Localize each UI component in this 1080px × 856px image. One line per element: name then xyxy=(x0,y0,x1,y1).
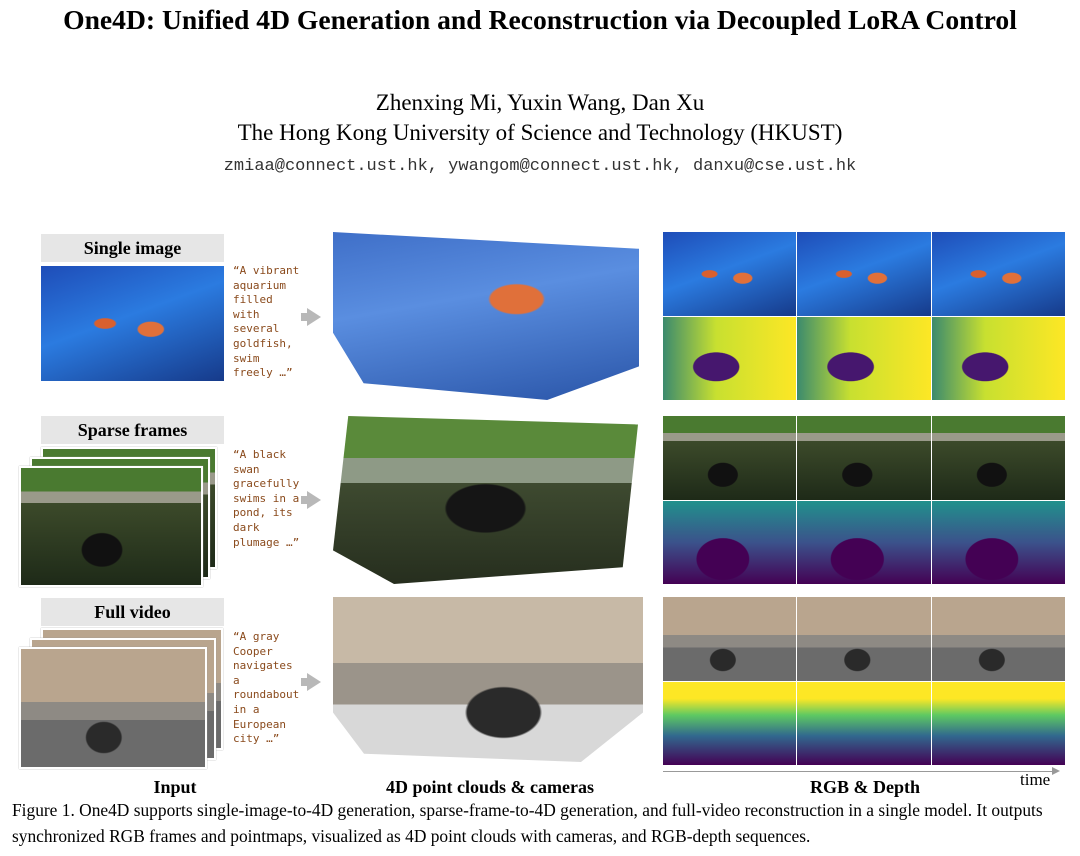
column-label: 4D point clouds & cameras xyxy=(386,777,594,797)
figure-caption: Figure 1. One4D supports single-image-to… xyxy=(12,800,1043,846)
depth-frame xyxy=(797,316,931,400)
affiliation: The Hong Kong University of Science and … xyxy=(237,120,843,145)
rgb-frame xyxy=(931,416,1065,500)
row-label: Single image xyxy=(41,234,224,262)
rgb-depth-grid xyxy=(663,597,1065,765)
rgb-frame xyxy=(797,416,931,500)
rgb-frame xyxy=(663,416,797,500)
point-cloud xyxy=(333,597,643,762)
depth-frame xyxy=(797,681,931,765)
authors: Zhenxing Mi, Yuxin Wang, Dan Xu xyxy=(375,90,705,115)
row-label: Sparse frames xyxy=(41,416,224,444)
rgb-frame xyxy=(663,597,797,681)
arrow xyxy=(307,673,321,691)
arrow xyxy=(307,491,321,509)
column-label: RGB & Depth xyxy=(809,777,920,797)
time-label: time xyxy=(1020,770,1051,789)
paper-title: One4D: Unified 4D Generation and Reconst… xyxy=(63,4,1017,35)
input-image xyxy=(41,266,224,381)
arrow xyxy=(307,308,321,326)
rgb-depth-grid xyxy=(663,416,1065,584)
depth-frame xyxy=(663,316,797,400)
time-axis xyxy=(663,771,1055,772)
point-cloud xyxy=(333,232,639,400)
rgb-frame xyxy=(797,597,931,681)
input-image xyxy=(19,466,203,587)
rgb-frame xyxy=(797,232,931,316)
depth-frame xyxy=(931,500,1065,584)
emails: zmiaa@connect.ust.hk, ywangom@connect.us… xyxy=(223,157,857,176)
depth-frame xyxy=(931,681,1065,765)
prompt: “A black swan gracefully swims in a pond… xyxy=(233,448,300,549)
point-cloud xyxy=(333,416,638,584)
prompt: “A vibrant aquarium filled with several … xyxy=(233,264,300,380)
rgb-depth-grid xyxy=(663,232,1065,400)
arrow xyxy=(301,678,309,686)
depth-frame xyxy=(797,500,931,584)
input-image xyxy=(19,647,207,769)
depth-frame xyxy=(931,316,1065,400)
depth-frame xyxy=(663,681,797,765)
prompt: “A gray Cooper navigates a roundabout in… xyxy=(233,630,300,746)
rgb-frame xyxy=(663,232,797,316)
time-arrowhead xyxy=(1052,767,1060,775)
depth-frame xyxy=(663,500,797,584)
rgb-frame xyxy=(931,232,1065,316)
rgb-frame xyxy=(931,597,1065,681)
arrow xyxy=(301,313,309,321)
row-label: Full video xyxy=(41,598,224,626)
arrow xyxy=(301,496,309,504)
column-label: Input xyxy=(153,777,197,797)
